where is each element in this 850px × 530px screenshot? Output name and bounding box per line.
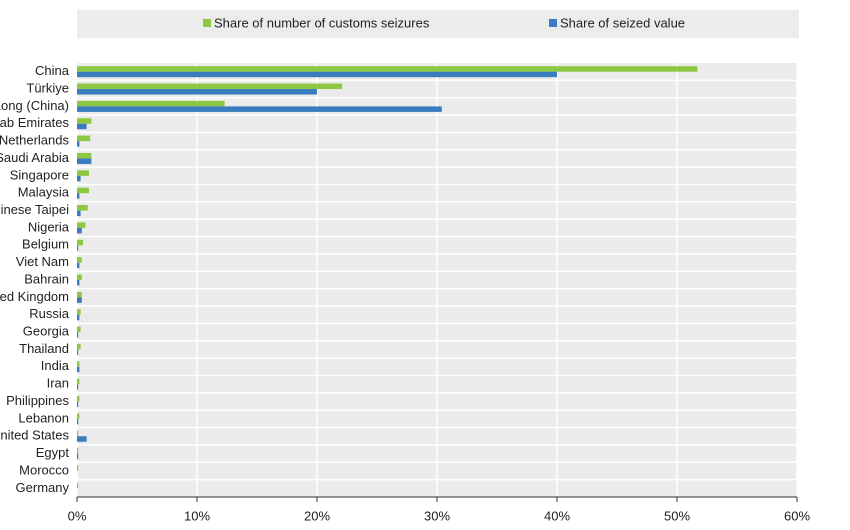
y-tick-label: Singapore	[10, 167, 69, 182]
y-tick-label: Türkiye	[26, 80, 69, 95]
bar	[77, 453, 79, 460]
y-tick-label: China	[35, 63, 70, 78]
y-tick-label: Georgia	[23, 324, 70, 339]
legend-box	[77, 10, 799, 38]
bar	[77, 482, 79, 489]
bar	[77, 135, 91, 142]
bar	[77, 366, 80, 373]
y-tick-label: rab Emirates	[0, 115, 69, 130]
bar	[77, 430, 79, 437]
x-tick-label: 10%	[184, 508, 210, 523]
x-tick-label: 30%	[424, 508, 450, 523]
bar	[77, 326, 81, 333]
y-tick-label: India	[41, 358, 70, 373]
y-tick-label: Morocco	[19, 462, 69, 477]
legend-swatch	[549, 19, 557, 27]
y-tick-label: Lebanon	[18, 410, 69, 425]
bar	[77, 152, 92, 159]
y-tick-label: Bahrain	[24, 271, 69, 286]
bar	[77, 297, 82, 303]
bar	[77, 384, 79, 390]
bar	[77, 378, 80, 385]
legend-label: Share of seized value	[560, 15, 685, 30]
x-tick-label: 20%	[304, 508, 330, 523]
y-tick-label: Viet Nam	[16, 254, 69, 269]
bar	[77, 332, 79, 338]
bar	[77, 222, 86, 228]
y-tick-label: Thailand	[19, 341, 69, 356]
y-tick-label: Saudi Arabia	[0, 150, 70, 165]
bar	[77, 89, 317, 95]
bar	[77, 465, 79, 471]
x-tick-label: 0%	[68, 508, 87, 523]
bar	[77, 100, 225, 107]
bar	[77, 123, 87, 130]
y-tick-label: Russia	[29, 306, 70, 321]
bar	[77, 349, 79, 355]
x-tick-label: 50%	[664, 508, 690, 523]
y-tick-label: Malaysia	[18, 185, 70, 200]
bar	[77, 175, 81, 182]
y-tick-label: Belgium	[22, 237, 69, 252]
legend-label: Share of number of customs seizures	[214, 15, 430, 30]
bar	[77, 66, 698, 72]
bar	[77, 361, 80, 367]
y-tick-label: Iran	[47, 376, 69, 391]
bar	[77, 314, 80, 321]
bar	[77, 210, 81, 217]
bar	[77, 187, 89, 194]
bar	[77, 343, 81, 350]
bar	[77, 83, 343, 90]
bar	[77, 291, 82, 298]
bar	[77, 141, 80, 147]
bar	[77, 401, 79, 408]
bar	[77, 118, 92, 124]
bar	[77, 158, 92, 164]
bar	[77, 257, 82, 263]
y-tick-label: Philippines	[6, 393, 69, 408]
bar	[77, 309, 81, 315]
y-tick-label: Nigeria	[28, 219, 70, 234]
bar	[77, 205, 88, 211]
bar	[77, 396, 80, 402]
bar	[77, 71, 557, 78]
y-tick-label: United States	[0, 428, 69, 443]
bar	[77, 448, 79, 454]
bar	[77, 239, 83, 246]
x-tick-label: 40%	[544, 508, 570, 523]
y-tick-label: inese Taipei	[1, 202, 70, 217]
bar	[77, 106, 442, 112]
y-tick-label: Kong (China)	[0, 98, 69, 113]
x-tick-label: 60%	[784, 508, 810, 523]
bar	[77, 418, 79, 425]
bar	[77, 280, 80, 286]
y-tick-label: Egypt	[36, 445, 70, 460]
bar	[77, 227, 82, 234]
bar	[77, 413, 80, 419]
bar	[77, 245, 79, 251]
y-tick-label: Netherlands	[0, 133, 69, 148]
bar	[77, 436, 87, 442]
bar	[77, 170, 89, 176]
y-tick-label: ted Kingdom	[0, 289, 69, 304]
legend-swatch	[203, 19, 211, 27]
bar	[77, 274, 82, 280]
bar	[77, 262, 80, 269]
y-tick-label: Germany	[16, 480, 70, 495]
bar	[77, 193, 80, 199]
